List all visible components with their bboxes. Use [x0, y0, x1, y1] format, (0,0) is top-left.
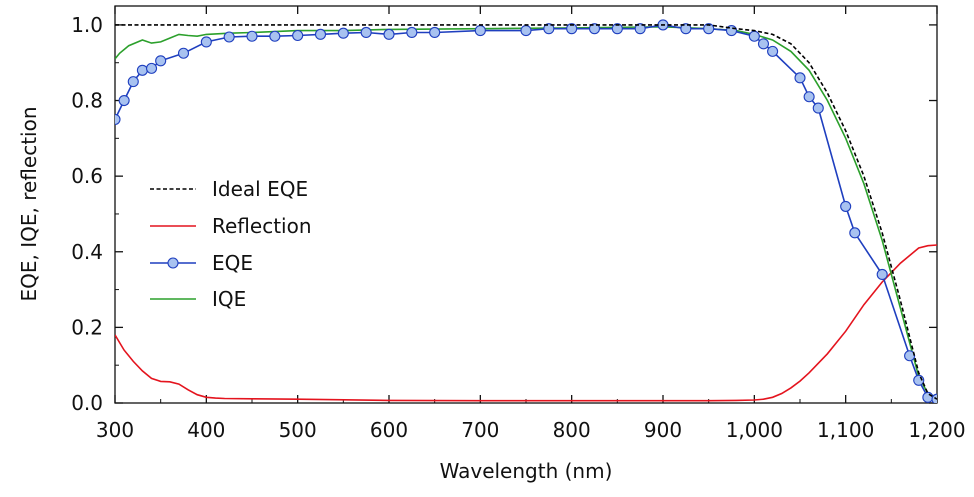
legend-label: Ideal EQE: [212, 177, 308, 201]
eqe-data-point: [922, 391, 934, 403]
y-tick-label: 0.0: [71, 391, 103, 415]
series-line-reflection: [115, 244, 937, 402]
eqe-data-point: [876, 268, 888, 280]
x-tick-label: 1,200: [908, 418, 965, 442]
x-tick-label: 400: [187, 418, 225, 442]
y-tick-label: 0.8: [71, 89, 103, 113]
eqe-data-point: [127, 76, 139, 88]
x-tick-label: 600: [370, 418, 408, 442]
eqe-data-point: [292, 29, 304, 42]
legend-marker: [167, 257, 179, 269]
eqe-data-point: [588, 23, 601, 35]
legend-label: IQE: [212, 287, 246, 311]
x-tick-label: 1,000: [726, 418, 783, 442]
eqe-data-point: [177, 47, 190, 59]
eqe-data-point: [634, 23, 646, 35]
eqe-data-point: [145, 62, 158, 74]
eqe-data-point: [429, 26, 441, 39]
x-tick-label: 1,100: [817, 418, 874, 442]
eqe-data-point: [840, 200, 852, 212]
x-tick-label: 800: [553, 418, 591, 442]
eqe-data-point: [680, 23, 692, 35]
eqe-data-point: [155, 55, 167, 67]
eqe-data-point: [794, 72, 806, 84]
series-line-iqe: [115, 25, 937, 399]
y-tick-label: 0.2: [71, 315, 103, 339]
eqe-data-point: [383, 28, 395, 40]
eqe-data-point: [474, 25, 486, 37]
x-tick-label: 300: [96, 418, 134, 442]
eqe-data-point: [767, 45, 779, 57]
y-axis-label: EQE, IQE, reflection: [17, 106, 41, 301]
eqe-data-point: [611, 23, 623, 35]
x-axis-ticks: 300 400 500 600 700 800 900 1,000 1,100 1,200: [96, 6, 966, 442]
y-tick-label: 0.4: [71, 240, 103, 264]
series-line-ideal-eqe: [115, 24, 937, 400]
x-tick-label: 900: [644, 418, 682, 442]
eqe-data-point: [223, 31, 235, 43]
eqe-data-point: [406, 26, 418, 39]
eqe-data-point: [337, 27, 349, 39]
x-axis-label: Wavelength (nm): [440, 459, 613, 483]
series-layer: [115, 19, 937, 403]
eqe-data-point: [360, 26, 372, 39]
eqe-data-point: [115, 113, 121, 125]
eqe-data-point: [904, 350, 916, 362]
eqe-data-point: [200, 36, 212, 48]
eqe-data-point: [246, 30, 258, 42]
y-tick-label: 0.6: [71, 164, 103, 188]
eqe-data-point: [566, 23, 578, 35]
eqe-data-point: [748, 30, 760, 42]
eqe-data-point: [520, 25, 532, 37]
eqe-data-point: [136, 64, 148, 76]
eqe-data-point: [849, 227, 861, 239]
eqe-data-point: [931, 393, 937, 403]
x-tick-label: 500: [279, 418, 317, 442]
eqe-data-point: [803, 91, 815, 103]
y-tick-label: 1.0: [71, 13, 103, 37]
eqe-data-point: [118, 94, 130, 107]
eqe-data-point: [757, 38, 770, 50]
plot-frame: [114, 5, 938, 404]
eqe-data-point: [812, 102, 824, 114]
legend-label: Reflection: [212, 214, 312, 238]
eqe-data-point: [703, 23, 715, 35]
x-tick-label: 700: [461, 418, 499, 442]
legend: Ideal EQE Reflection EQE IQE: [150, 177, 312, 311]
y-axis-ticks: 0.0 0.2 0.4 0.6 0.8 1.0: [71, 13, 937, 415]
eqe-data-point: [269, 30, 281, 42]
series-line-eqe: [115, 24, 937, 400]
eqe-data-point: [543, 23, 555, 35]
legend-label: EQE: [212, 251, 253, 275]
eqe-data-point: [314, 28, 327, 40]
